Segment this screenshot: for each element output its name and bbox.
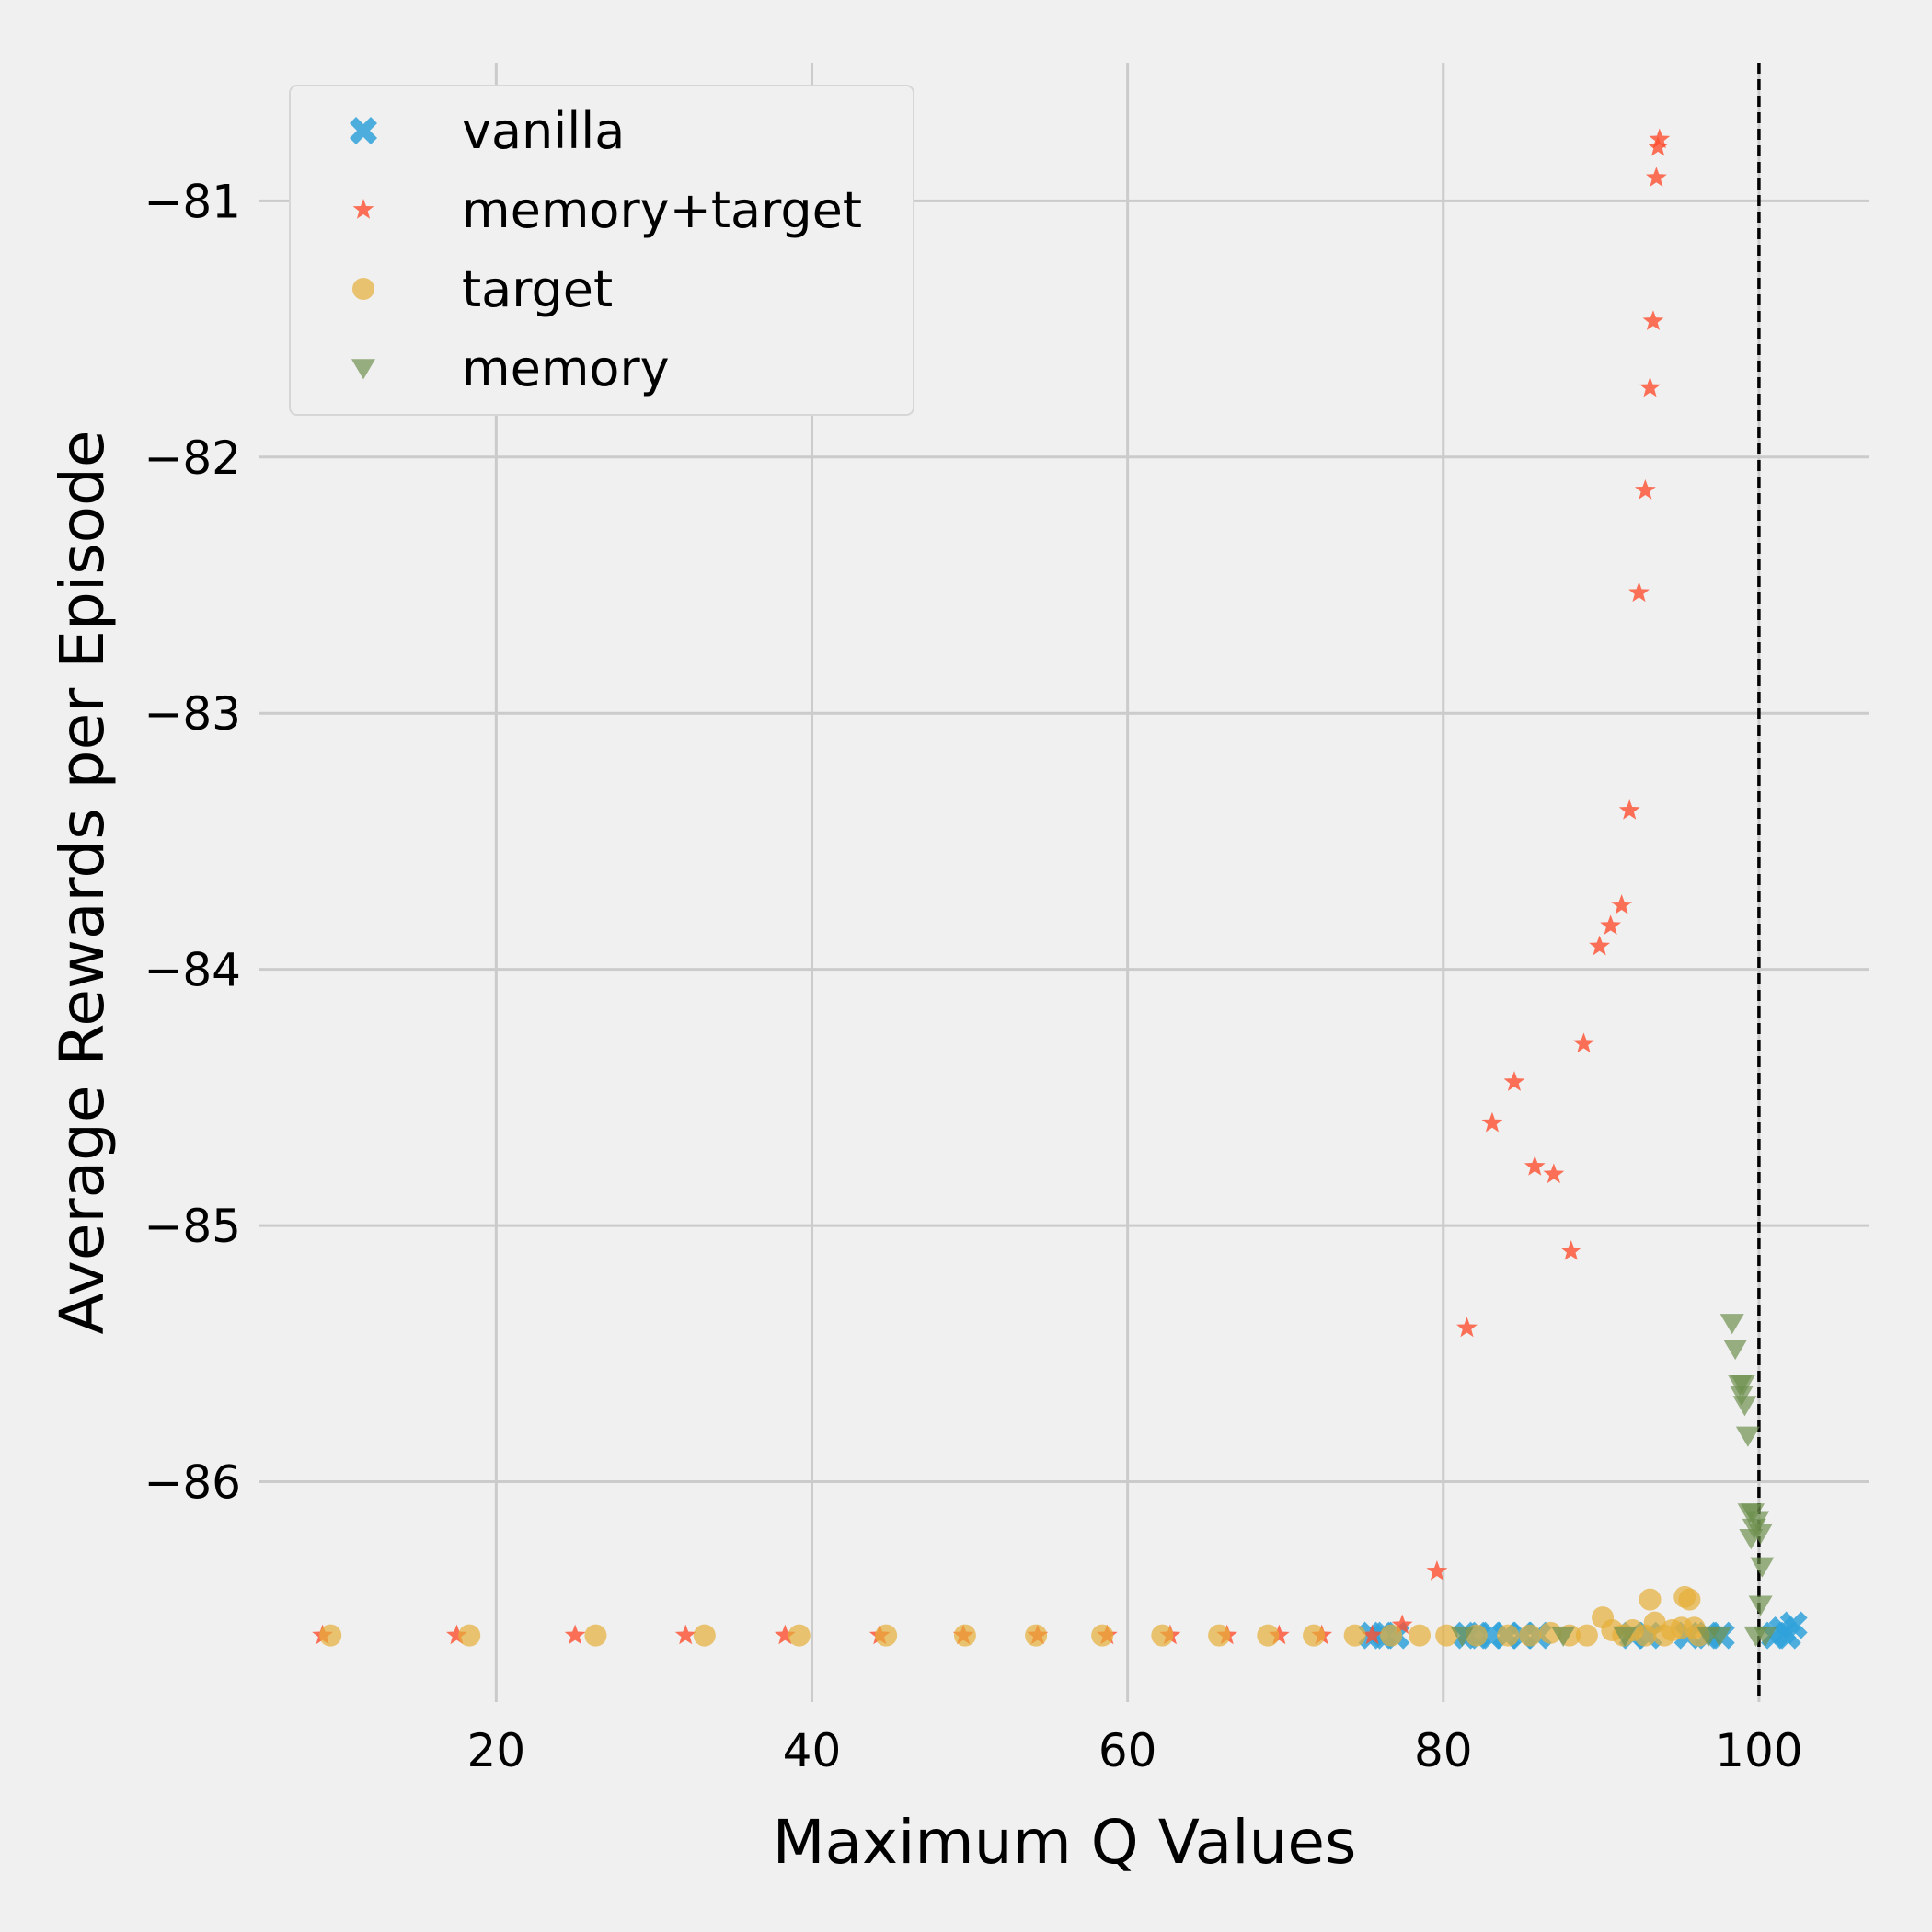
point-memory-target: [1634, 478, 1656, 500]
point-memory: [1748, 1524, 1773, 1545]
x-tick-label: 80: [1414, 1724, 1473, 1777]
point-memory-target: [1647, 135, 1669, 156]
x-tick-label: 20: [467, 1724, 526, 1777]
point-memory-target: [564, 1624, 586, 1645]
point-vanilla: [1779, 1611, 1808, 1639]
point-memory-target: [774, 1624, 796, 1645]
point-target: [1639, 1588, 1662, 1611]
point-memory: [1735, 1426, 1760, 1447]
point-memory-target: [1503, 1071, 1525, 1091]
y-tick-label: −85: [144, 1200, 241, 1253]
point-memory-target: [674, 1624, 696, 1645]
legend-label-vanilla: vanilla: [462, 102, 625, 160]
point-memory: [1613, 1626, 1638, 1647]
point-memory-target: [1589, 935, 1611, 956]
point-target: [875, 1624, 898, 1647]
legend: vanilla memory+target target memory: [289, 85, 914, 416]
point-memory: [1450, 1626, 1475, 1647]
legend-marker-vanilla: [350, 117, 377, 144]
legend-marker-memory-target: [352, 199, 374, 219]
point-target: [458, 1624, 481, 1647]
point-memory-target: [1426, 1560, 1448, 1581]
point-target: [1257, 1624, 1280, 1647]
point-target: [1575, 1624, 1598, 1647]
point-memory: [1730, 1386, 1754, 1407]
point-memory: [1551, 1626, 1576, 1647]
point-target: [953, 1624, 976, 1647]
point-memory-target: [1628, 581, 1650, 603]
point-target: [1435, 1624, 1458, 1647]
point-memory-target: [1642, 310, 1664, 330]
point-memory: [1753, 1626, 1777, 1647]
point-memory-target: [1618, 799, 1640, 820]
point-target: [584, 1624, 607, 1647]
data-points-layer: [312, 128, 1808, 1650]
legend-label-memory: memory: [462, 339, 670, 397]
legend-label-target: target: [462, 260, 613, 318]
point-target: [1091, 1624, 1114, 1647]
point-memory: [1708, 1626, 1732, 1647]
point-target: [1409, 1624, 1432, 1647]
point-memory-target: [446, 1624, 467, 1645]
point-memory: [1750, 1557, 1775, 1578]
point-target: [1519, 1624, 1542, 1647]
y-axis-label: Average Rewards per Episode: [47, 431, 118, 1335]
point-target: [1151, 1624, 1174, 1647]
point-memory-target: [1611, 894, 1633, 914]
point-target: [1497, 1624, 1520, 1647]
point-memory-target: [1524, 1156, 1546, 1176]
x-tick-label: 40: [783, 1724, 842, 1777]
y-tick-label: −82: [144, 431, 241, 485]
y-tick-label: −83: [144, 687, 241, 741]
point-memory-target: [1639, 376, 1661, 397]
point-target: [1380, 1624, 1403, 1647]
y-tick-label: −86: [144, 1456, 241, 1510]
legend-marker-memory: [351, 359, 375, 380]
x-tick-label: 100: [1715, 1724, 1802, 1777]
point-memory: [1732, 1396, 1757, 1417]
point-target: [1025, 1624, 1048, 1647]
point-memory-target: [1362, 1624, 1383, 1645]
point-target: [1343, 1624, 1366, 1647]
point-memory-target: [1543, 1163, 1565, 1184]
point-memory-target: [1600, 914, 1622, 936]
point-memory-target: [1391, 1614, 1413, 1635]
point-memory-target: [1560, 1239, 1582, 1260]
y-tick-label: −81: [144, 175, 241, 228]
point-memory-target: [1573, 1032, 1594, 1053]
point-target: [1303, 1624, 1326, 1647]
point-memory-target: [1481, 1111, 1503, 1133]
point-memory-target: [1268, 1624, 1290, 1645]
point-memory: [1745, 1511, 1770, 1532]
x-tick-label: 60: [1098, 1724, 1157, 1777]
point-target: [1678, 1588, 1701, 1611]
point-target: [319, 1624, 342, 1647]
point-target: [1208, 1624, 1231, 1647]
point-memory: [1748, 1595, 1773, 1616]
tick-labels-layer: 20 40 60 80 100 −81 −82 −83 −84 −85 −86: [144, 175, 1802, 1777]
point-memory: [1719, 1314, 1744, 1335]
point-memory-target: [1649, 128, 1671, 149]
legend-marker-target: [352, 278, 374, 300]
point-memory: [1731, 1374, 1755, 1397]
y-tick-label: −84: [144, 944, 241, 997]
legend-label-memory-target: memory+target: [462, 181, 862, 239]
legend-box: [289, 85, 914, 416]
x-axis-label: Maximum Q Values: [773, 1807, 1357, 1878]
point-memory: [1723, 1340, 1748, 1361]
point-memory-target: [1645, 167, 1667, 188]
point-target: [693, 1624, 716, 1647]
point-memory-target: [1456, 1317, 1478, 1338]
point-target: [788, 1624, 811, 1647]
